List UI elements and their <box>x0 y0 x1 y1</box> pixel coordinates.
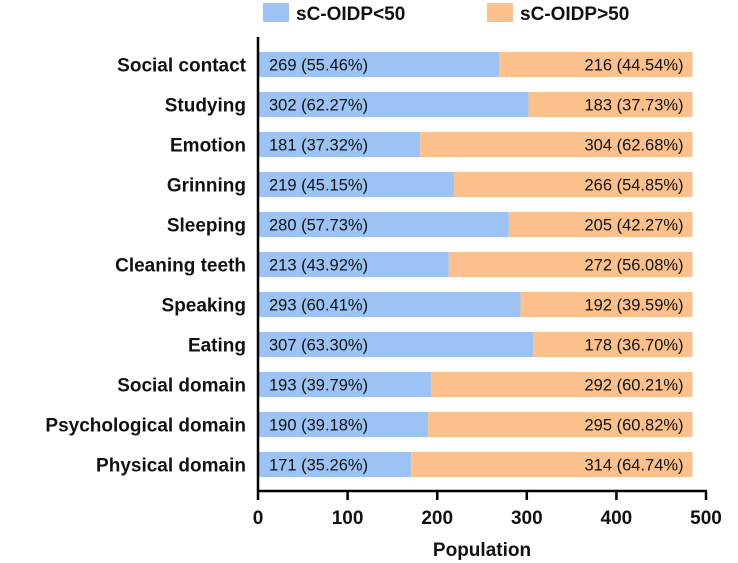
bar-1-5 <box>258 212 509 237</box>
category-label-3: Emotion <box>170 136 246 157</box>
category-label-1: Social contact <box>117 56 246 77</box>
bar-label-1-2: 302 (62.27%) <box>269 97 368 115</box>
category-label-8: Eating <box>188 336 246 357</box>
x-tick-label-3: 200 <box>421 508 453 529</box>
category-label-4: Grinning <box>167 176 246 197</box>
bar-2-4 <box>454 172 693 197</box>
bar-2-8 <box>533 332 693 357</box>
category-labels: Social contact Studying Emotion Grinning Sle… <box>45 56 246 477</box>
x-tick-label-5: 400 <box>601 508 633 529</box>
legend-label-1: sC-OIDP<50 <box>296 4 405 25</box>
bar-2-3 <box>420 132 693 157</box>
category-label-7: Speaking <box>162 296 246 317</box>
x-tick-label-2: 100 <box>332 508 364 529</box>
bar-2-10 <box>428 412 693 437</box>
bar-label-1-9: 193 (39.79%) <box>269 377 368 395</box>
bar-label-1-8: 307 (63.30%) <box>269 337 368 355</box>
bar-2-1 <box>499 52 693 77</box>
legend-swatch-2 <box>487 3 513 22</box>
x-tick-label-1: 0 <box>253 508 264 529</box>
bar-1-3 <box>258 132 421 157</box>
bar-label-1-3: 181 (37.32%) <box>269 137 368 155</box>
legend-label-2: sC-OIDP>50 <box>520 4 629 25</box>
category-label-11: Physical domain <box>96 456 246 477</box>
bar-label-2-8: 178 (36.70%) <box>584 337 683 355</box>
bar-1-6 <box>258 252 449 277</box>
bar-label-2-3: 304 (62.68%) <box>584 137 683 155</box>
x-tick-label-6: 500 <box>690 508 722 529</box>
bar-1-1 <box>258 52 500 77</box>
bar-label-2-5: 205 (42.27%) <box>584 217 683 235</box>
bar-1-8 <box>258 332 534 357</box>
axes: 0 100 200 300 400 500 <box>253 37 722 529</box>
bar-label-2-9: 292 (60.21%) <box>584 377 683 395</box>
bar-1-7 <box>258 292 521 317</box>
bar-label-1-10: 190 (39.18%) <box>269 417 368 435</box>
bar-label-1-5: 280 (57.73%) <box>269 217 368 235</box>
legend-swatch-1 <box>263 3 289 22</box>
bar-label-2-2: 183 (37.73%) <box>584 97 683 115</box>
x-tick-label-4: 300 <box>511 508 543 529</box>
bar-label-2-7: 192 (39.59%) <box>584 297 683 315</box>
bar-1-2 <box>258 92 529 117</box>
bars: 269 (55.46%) 216 (44.54%) 302 (62.27%) 183 … <box>258 52 693 477</box>
bar-label-1-4: 219 (45.15%) <box>269 177 368 195</box>
category-label-5: Sleeping <box>167 216 246 237</box>
category-label-9: Social domain <box>117 376 246 397</box>
bar-1-4 <box>258 172 455 197</box>
bar-label-2-1: 216 (44.54%) <box>584 57 683 75</box>
bar-1-11 <box>258 452 412 477</box>
bar-1-10 <box>258 412 429 437</box>
bar-label-1-6: 213 (43.92%) <box>269 257 368 275</box>
legend: sC-OIDP<50 sC-OIDP>50 <box>263 3 629 25</box>
category-label-6: Cleaning teeth <box>115 256 246 277</box>
bar-label-2-11: 314 (64.74%) <box>584 457 683 475</box>
bar-label-2-10: 295 (60.82%) <box>584 417 683 435</box>
bar-2-11 <box>411 452 693 477</box>
bar-1-9 <box>258 372 431 397</box>
bar-label-1-7: 293 (60.41%) <box>269 297 368 315</box>
category-label-10: Psychological domain <box>45 416 246 437</box>
bar-2-6 <box>448 252 693 277</box>
bar-label-1-1: 269 (55.46%) <box>269 57 368 75</box>
bar-label-2-4: 266 (54.85%) <box>584 177 683 195</box>
bar-label-2-6: 272 (56.08%) <box>584 257 683 275</box>
bar-2-9 <box>430 372 693 397</box>
bar-2-7 <box>520 292 693 317</box>
bar-2-2 <box>528 92 693 117</box>
bar-label-1-11: 171 (35.26%) <box>269 457 368 475</box>
bar-2-5 <box>508 212 693 237</box>
x-axis-title: Population <box>433 540 531 561</box>
category-label-2: Studying <box>165 96 246 117</box>
